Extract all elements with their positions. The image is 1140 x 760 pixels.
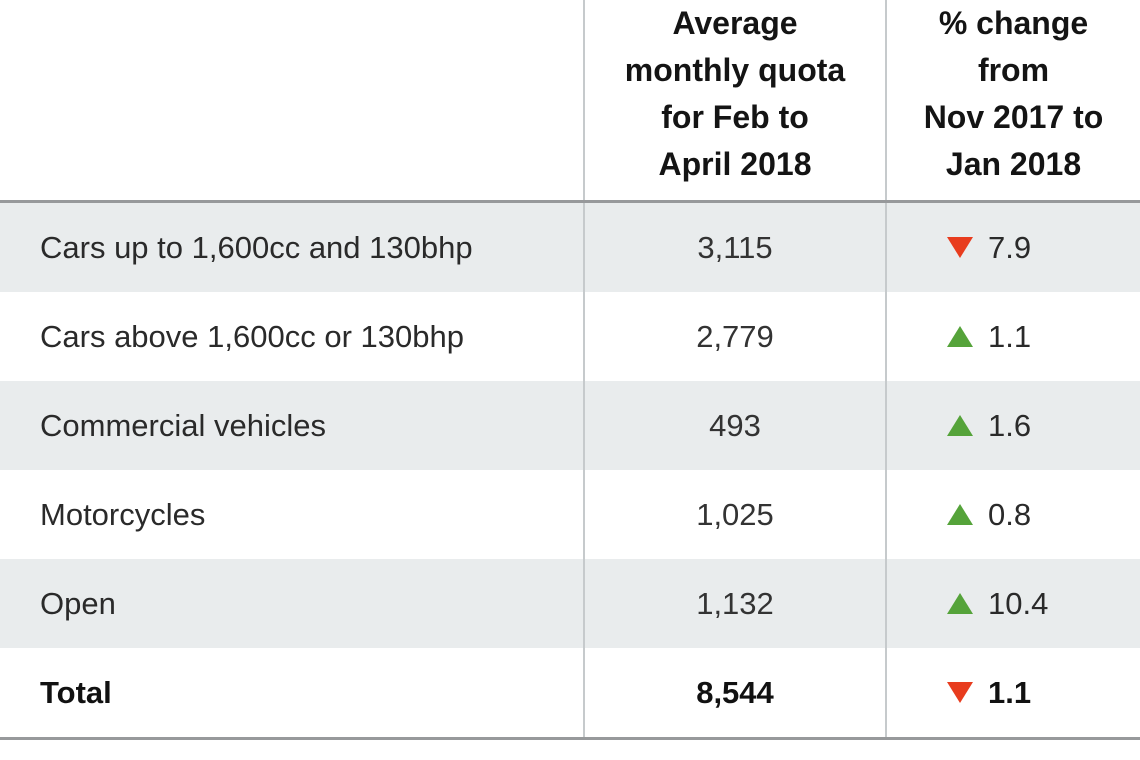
table-row: Commercial vehicles 493 1.6 [0, 381, 1140, 470]
quota-value: 8,544 [583, 648, 885, 737]
change-value: 1.6 [988, 407, 1032, 443]
change-direction-icon [947, 682, 973, 703]
table-row: Cars up to 1,600cc and 130bhp 3,115 7.9 [0, 203, 1140, 292]
change-direction-icon [947, 504, 973, 525]
change-direction-icon [947, 593, 973, 614]
change-direction-icon [947, 326, 973, 347]
quota-value: 1,025 [583, 470, 885, 559]
table-row-total: Total 8,544 1.1 [0, 648, 1140, 737]
change-value: 0.8 [988, 496, 1032, 532]
change-value: 1.1 [988, 318, 1032, 354]
quota-value: 493 [583, 381, 885, 470]
quota-table: Average monthly quota for Feb to April 2… [0, 0, 1140, 740]
header-category [0, 0, 583, 200]
row-label: Commercial vehicles [40, 407, 326, 443]
change-value: 7.9 [988, 229, 1032, 265]
table-header-row: Average monthly quota for Feb to April 2… [0, 0, 1140, 203]
quota-value: 3,115 [583, 203, 885, 292]
quota-value: 2,779 [583, 292, 885, 381]
row-label: Open [40, 585, 116, 621]
change-direction-icon [947, 415, 973, 436]
row-label: Cars above 1,600cc or 130bhp [40, 318, 464, 354]
header-average-monthly-quota: Average monthly quota for Feb to April 2… [583, 0, 885, 200]
header-percent-change: % change from Nov 2017 to Jan 2018 [885, 0, 1140, 200]
row-label: Total [40, 674, 112, 710]
change-value: 1.1 [988, 674, 1032, 710]
row-label: Cars up to 1,600cc and 130bhp [40, 229, 473, 265]
bottom-rule [0, 737, 1140, 740]
quota-value: 1,132 [583, 559, 885, 648]
table-row: Open 1,132 10.4 [0, 559, 1140, 648]
table-row: Cars above 1,600cc or 130bhp 2,779 1.1 [0, 292, 1140, 381]
table-row: Motorcycles 1,025 0.8 [0, 470, 1140, 559]
change-direction-icon [947, 237, 973, 258]
change-value: 10.4 [988, 585, 1049, 621]
row-label: Motorcycles [40, 496, 206, 532]
